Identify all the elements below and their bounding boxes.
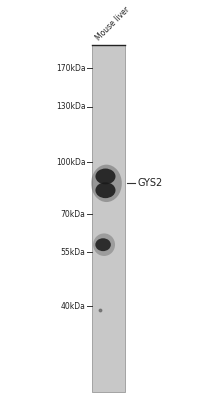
- Text: 55kDa: 55kDa: [61, 248, 86, 257]
- Text: 170kDa: 170kDa: [56, 64, 86, 73]
- Text: Mouse liver: Mouse liver: [94, 5, 132, 43]
- Ellipse shape: [93, 234, 115, 256]
- Bar: [92, 45, 125, 392]
- Text: 130kDa: 130kDa: [56, 102, 86, 111]
- Ellipse shape: [96, 168, 115, 184]
- Ellipse shape: [91, 165, 122, 202]
- Ellipse shape: [95, 238, 111, 251]
- Text: 40kDa: 40kDa: [61, 302, 86, 310]
- Text: 100kDa: 100kDa: [56, 158, 86, 167]
- Text: 70kDa: 70kDa: [61, 210, 86, 218]
- Text: GYS2: GYS2: [137, 178, 163, 188]
- Ellipse shape: [96, 182, 115, 198]
